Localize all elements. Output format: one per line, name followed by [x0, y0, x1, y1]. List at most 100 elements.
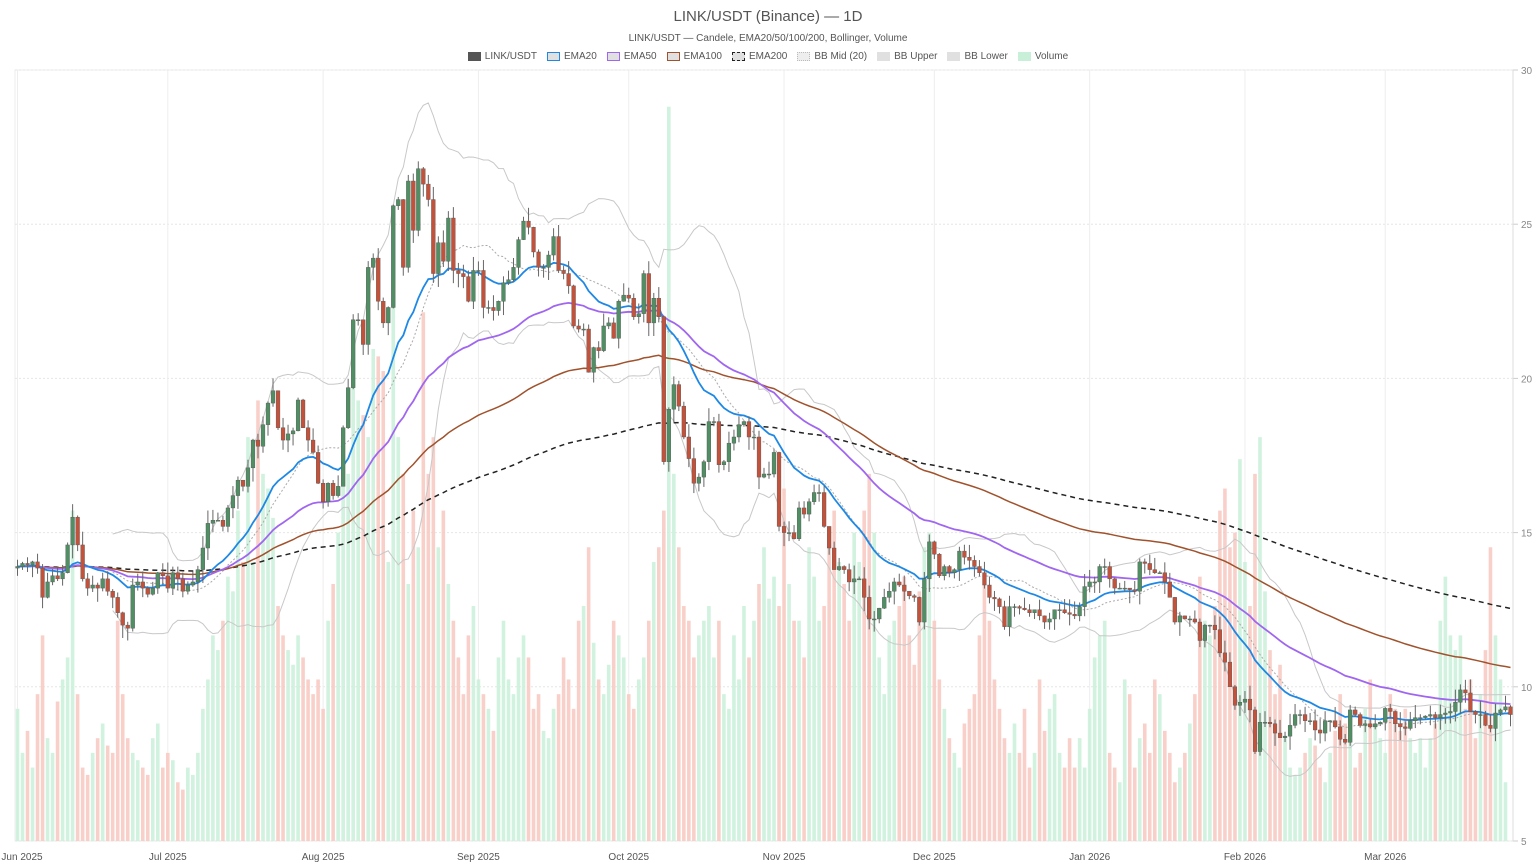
legend-item-ema20[interactable]: EMA20: [547, 51, 597, 62]
candle: [1297, 709, 1303, 725]
candle-body: [516, 239, 521, 268]
volume-bar: [697, 635, 701, 841]
volume-bar: [596, 679, 601, 841]
candle: [576, 319, 581, 333]
volume-bar: [601, 694, 606, 841]
volume-bar: [937, 679, 942, 841]
candle-body: [791, 532, 797, 539]
candle-body: [1147, 563, 1152, 570]
candle-body: [1162, 572, 1167, 583]
volume-bar: [656, 547, 661, 841]
candle-body: [957, 550, 962, 570]
candle: [1157, 570, 1162, 574]
x-tick-label: Jun 2025: [1, 852, 43, 863]
candle: [1057, 603, 1062, 620]
candle-body: [170, 572, 175, 589]
candle-body: [812, 492, 817, 502]
candle-body: [421, 168, 426, 185]
legend-item-ema100[interactable]: EMA100: [666, 51, 722, 62]
candle: [967, 544, 972, 570]
volume-bar: [556, 694, 561, 841]
candle-body: [220, 520, 226, 527]
x-tick-label: Oct 2025: [608, 852, 649, 863]
volume-bar: [832, 510, 836, 841]
legend-item-ema200[interactable]: EMA200: [731, 51, 787, 62]
x-tick-label: Jul 2025: [149, 852, 187, 863]
volume-bar: [1163, 730, 1167, 841]
legend-item-bb-mid-20[interactable]: BB Mid (20): [797, 51, 867, 62]
candle-body: [721, 461, 727, 465]
candle: [937, 553, 942, 578]
candle-body: [316, 452, 321, 484]
candle-body: [381, 301, 386, 324]
candle: [336, 475, 341, 498]
candle: [606, 317, 611, 330]
candle-body: [105, 578, 110, 592]
volume-bar: [807, 547, 811, 841]
legend-item-bb-lower[interactable]: BB Lower: [947, 51, 1008, 62]
candle-body: [145, 587, 150, 595]
volume-bar: [1142, 723, 1147, 841]
candle-body: [1042, 615, 1047, 623]
volume-bar: [917, 591, 922, 841]
legend-item-volume[interactable]: Volume: [1017, 51, 1068, 62]
candle-body: [1383, 708, 1388, 723]
candle: [1027, 604, 1032, 617]
candle-body: [806, 501, 812, 515]
candle-body: [1047, 618, 1052, 623]
x-tick-label: Jan 2026: [1069, 852, 1111, 863]
candle: [275, 390, 281, 430]
volume-bar: [251, 561, 255, 841]
candle-body: [1443, 712, 1448, 715]
candle-body: [666, 409, 671, 462]
candle: [1428, 705, 1433, 726]
x-tick-label: Sep 2025: [457, 852, 500, 863]
volume-bar: [742, 606, 746, 841]
candle-body: [1082, 586, 1087, 607]
volume-bar: [476, 679, 481, 841]
candle-body: [1368, 723, 1373, 728]
candle: [1012, 603, 1017, 617]
candle: [596, 341, 601, 359]
candle-body: [1007, 606, 1012, 627]
legend-swatch: [666, 52, 680, 61]
candle: [676, 380, 681, 412]
candle: [721, 459, 727, 471]
candle-body: [1453, 702, 1458, 712]
legend-item-ema50[interactable]: EMA50: [606, 51, 657, 62]
candle-body: [140, 581, 145, 589]
legend-item-bb-upper[interactable]: BB Upper: [877, 51, 937, 62]
candle-body: [606, 322, 611, 327]
candle-body: [1187, 618, 1192, 621]
volume-bar: [1002, 738, 1007, 841]
volume-bar: [591, 642, 596, 841]
candle-body: [897, 581, 902, 586]
volume-bar: [1112, 767, 1117, 841]
volume-bar: [1463, 708, 1468, 841]
volume-bar: [135, 760, 140, 841]
candle-body: [30, 561, 35, 566]
candle: [857, 576, 862, 581]
candle-body: [175, 572, 180, 580]
volume-bar: [641, 657, 646, 841]
candle-body: [852, 578, 857, 583]
candle: [1237, 695, 1243, 716]
candle-body: [1037, 609, 1042, 617]
candle-body: [1172, 597, 1177, 623]
candle-body: [115, 597, 120, 613]
candle-body: [351, 319, 356, 388]
candle: [65, 542, 70, 574]
candle: [1363, 719, 1368, 733]
candle: [1267, 716, 1273, 728]
volume-bar: [160, 767, 165, 841]
candle: [1448, 703, 1453, 724]
candle: [862, 567, 867, 612]
candle: [1017, 605, 1022, 615]
candle-body: [356, 319, 361, 322]
candle-body: [1333, 720, 1338, 728]
candle: [922, 571, 927, 630]
legend-item-link-usdt[interactable]: LINK/USDT: [467, 51, 537, 62]
volume-bar: [1373, 723, 1378, 841]
candle: [180, 572, 185, 598]
volume-bar: [186, 767, 190, 841]
